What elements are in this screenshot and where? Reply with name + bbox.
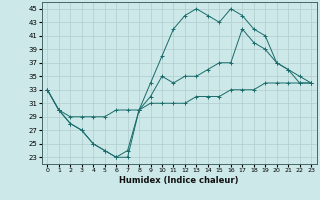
X-axis label: Humidex (Indice chaleur): Humidex (Indice chaleur) [119,176,239,185]
